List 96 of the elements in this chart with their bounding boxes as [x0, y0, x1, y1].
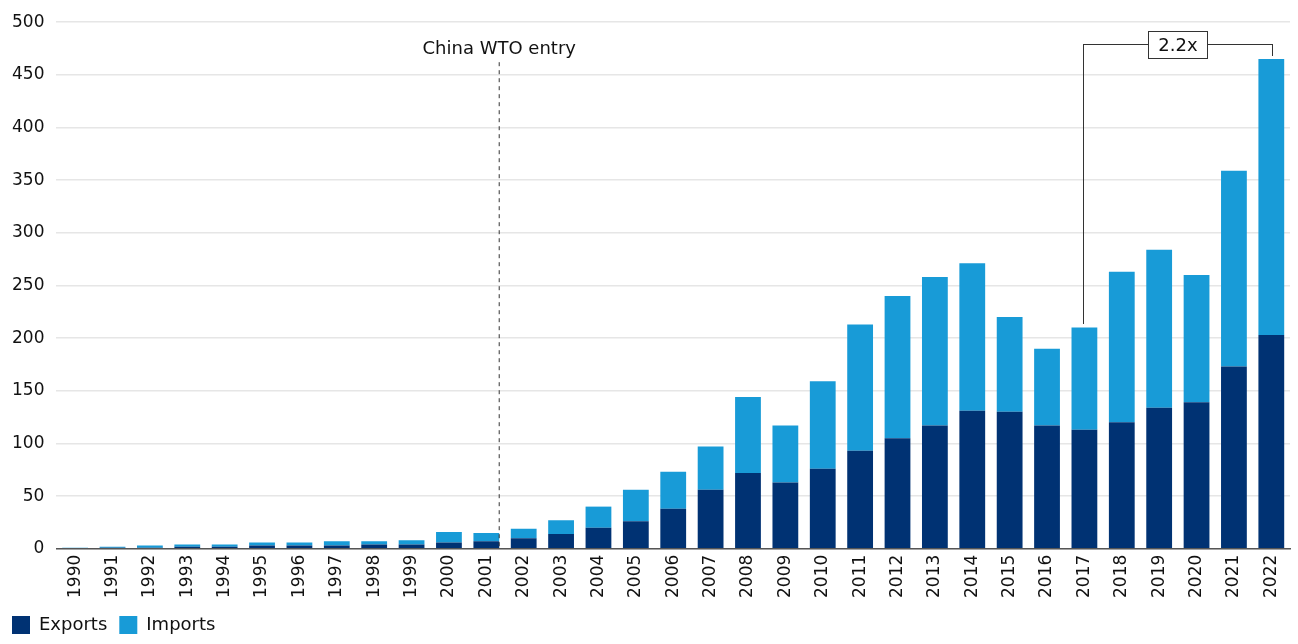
x-tick-label: 1991	[100, 554, 121, 598]
x-tick-label: 2013	[923, 554, 944, 598]
y-tick-label: 250	[11, 273, 45, 294]
bar	[1071, 327, 1098, 430]
bar	[921, 277, 948, 426]
bar	[1258, 334, 1285, 548]
x-tick-label: 2014	[960, 554, 981, 598]
y-tick-label: 300	[11, 221, 45, 242]
bar	[1258, 59, 1285, 335]
x-tick-label: 2005	[624, 554, 645, 598]
y-tick-label: 0	[33, 537, 45, 558]
bar	[959, 263, 986, 411]
x-tick-label: 2019	[1147, 554, 1168, 598]
bar	[510, 528, 537, 539]
bar	[1108, 271, 1135, 423]
bar	[772, 425, 799, 483]
x-tick-label: 2015	[998, 554, 1019, 598]
x-tick-label: 2020	[1184, 554, 1205, 598]
bar	[772, 482, 799, 548]
bar	[996, 411, 1023, 548]
bar	[660, 471, 687, 509]
bar	[884, 296, 911, 439]
bar	[1146, 249, 1173, 408]
x-tick-label: 2022	[1259, 554, 1280, 598]
bar	[1221, 366, 1247, 548]
x-tick-label: 2008	[736, 554, 757, 598]
bar	[398, 540, 425, 545]
x-tick-label: 2001	[474, 554, 495, 598]
bar	[1071, 429, 1098, 548]
x-tick-label: 1992	[138, 554, 159, 598]
y-tick-label: 200	[11, 326, 45, 347]
x-tick-label: 2006	[661, 554, 682, 598]
bar	[697, 446, 724, 490]
x-tick-label: 2002	[512, 554, 533, 598]
bar	[959, 410, 986, 548]
x-tick-label: 2003	[549, 554, 570, 598]
bar	[548, 533, 574, 548]
x-tick-label: 1998	[362, 554, 383, 598]
x-tick-label: 1990	[63, 554, 84, 598]
x-tick-label: 1995	[250, 554, 271, 598]
x-tick-label: 1994	[213, 554, 234, 598]
x-tick-label: 2012	[885, 554, 906, 598]
x-tick-label: 1993	[175, 554, 196, 598]
bar	[585, 506, 612, 528]
bar	[1034, 425, 1060, 548]
bar	[1221, 170, 1247, 367]
bar	[1146, 407, 1173, 548]
y-tick-label: 50	[22, 484, 45, 505]
bar	[1183, 274, 1210, 403]
y-tick-label: 400	[11, 115, 45, 136]
x-tick-label: 2017	[1072, 554, 1093, 598]
y-tick-label: 350	[11, 168, 45, 189]
annotation: 2.2x	[1148, 31, 1208, 59]
bar	[735, 472, 761, 548]
bar	[996, 317, 1023, 412]
x-tick-label: 2021	[1222, 554, 1243, 598]
ref-line-label: China WTO entry	[422, 36, 577, 58]
bar	[697, 489, 724, 548]
x-tick-label: 2018	[1110, 554, 1131, 598]
bar	[622, 521, 649, 548]
legend-label: Exports	[39, 612, 108, 634]
legend-label: Imports	[146, 612, 216, 634]
bar	[585, 527, 612, 548]
bar	[1034, 348, 1060, 426]
bar	[622, 489, 649, 522]
y-tick-label: 150	[11, 379, 45, 400]
bar	[847, 450, 874, 548]
x-tick-label: 2007	[699, 554, 720, 598]
x-tick-label: 2000	[437, 554, 458, 598]
x-tick-label: 2016	[1035, 554, 1056, 598]
x-tick-label: 2010	[811, 554, 832, 598]
bar	[436, 542, 462, 548]
bar	[473, 532, 500, 542]
x-tick-label: 2009	[773, 554, 794, 598]
bar	[809, 381, 836, 469]
bar	[921, 425, 948, 548]
bar	[1183, 402, 1210, 548]
bar	[847, 324, 874, 451]
bar	[548, 520, 574, 534]
x-tick-label: 1997	[325, 554, 346, 598]
x-tick-label: 2004	[586, 554, 607, 598]
x-tick-label: 1996	[287, 554, 308, 598]
y-tick-label: 500	[11, 10, 45, 31]
bar	[436, 531, 462, 543]
bar	[884, 438, 911, 548]
x-tick-label: 2011	[848, 554, 869, 598]
bar	[660, 508, 687, 548]
bar	[510, 538, 537, 548]
bar	[323, 541, 350, 546]
bar	[809, 468, 836, 548]
bar	[473, 541, 500, 548]
x-tick-label: 1999	[399, 554, 420, 598]
bar	[1108, 422, 1135, 548]
y-tick-label: 100	[11, 431, 45, 452]
y-tick-label: 450	[11, 63, 45, 84]
bar	[735, 397, 761, 473]
